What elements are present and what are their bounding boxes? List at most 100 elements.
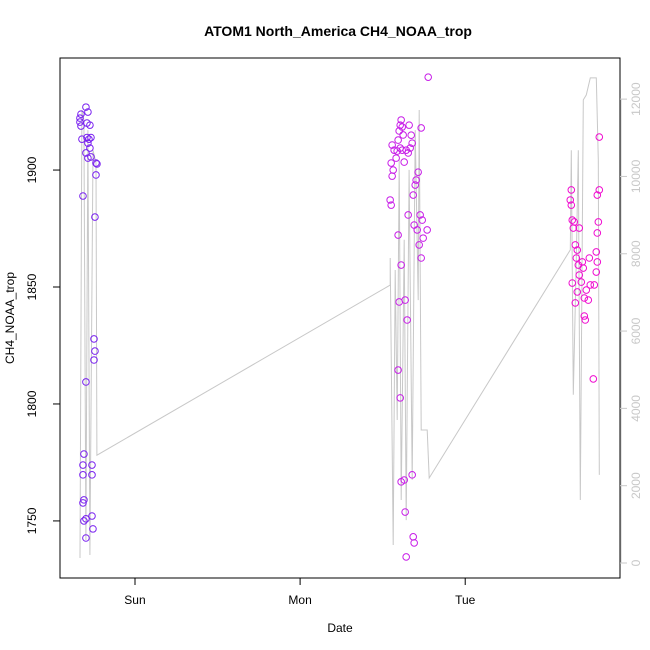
point bbox=[87, 133, 95, 142]
point bbox=[85, 135, 93, 143]
point bbox=[82, 534, 90, 542]
point bbox=[577, 278, 586, 286]
point bbox=[423, 226, 431, 234]
y-tick-label: 1900 bbox=[25, 156, 39, 183]
point bbox=[387, 201, 395, 209]
point bbox=[418, 216, 427, 224]
point bbox=[595, 133, 604, 141]
point bbox=[91, 347, 99, 355]
y-axis-label: CH4_NOAA_trop bbox=[3, 272, 17, 364]
point bbox=[417, 124, 425, 132]
point bbox=[402, 553, 410, 561]
point bbox=[389, 166, 397, 174]
point bbox=[569, 224, 578, 232]
y2-tick-label: 4000 bbox=[629, 395, 643, 422]
y2-tick-label: 10000 bbox=[629, 159, 643, 193]
point bbox=[76, 118, 84, 126]
point bbox=[398, 146, 406, 154]
point bbox=[410, 539, 418, 547]
y2-tick-label: 6000 bbox=[629, 317, 643, 344]
point bbox=[413, 226, 421, 234]
point bbox=[396, 394, 404, 402]
point bbox=[394, 136, 402, 144]
point bbox=[568, 279, 577, 287]
point bbox=[567, 201, 576, 209]
point bbox=[404, 211, 412, 219]
point bbox=[415, 241, 423, 249]
point bbox=[403, 316, 411, 324]
point bbox=[82, 103, 90, 111]
point bbox=[411, 181, 419, 189]
point bbox=[408, 139, 416, 147]
point bbox=[571, 299, 580, 307]
point bbox=[90, 335, 98, 343]
point bbox=[575, 224, 584, 232]
point bbox=[89, 525, 97, 533]
point bbox=[394, 231, 402, 239]
point bbox=[82, 515, 90, 523]
point bbox=[409, 191, 417, 199]
point bbox=[80, 517, 88, 525]
y2-tick-label: 12000 bbox=[629, 82, 643, 116]
point bbox=[593, 229, 602, 237]
point bbox=[92, 171, 100, 179]
point bbox=[90, 356, 98, 364]
point bbox=[84, 108, 92, 116]
point bbox=[79, 192, 87, 200]
x-tick-label: Sun bbox=[124, 593, 145, 607]
point bbox=[417, 254, 425, 262]
point bbox=[88, 512, 96, 520]
point bbox=[86, 144, 94, 152]
point bbox=[407, 131, 416, 139]
point bbox=[573, 246, 582, 254]
point bbox=[567, 186, 576, 194]
point bbox=[571, 241, 580, 249]
point bbox=[82, 378, 90, 386]
point bbox=[392, 154, 400, 162]
point bbox=[79, 471, 87, 479]
point bbox=[416, 211, 424, 219]
point bbox=[93, 160, 101, 168]
point bbox=[568, 216, 577, 224]
point bbox=[406, 144, 414, 152]
point bbox=[88, 461, 96, 469]
point bbox=[419, 234, 427, 242]
point bbox=[77, 110, 85, 118]
plot-frame bbox=[59, 57, 621, 579]
point bbox=[581, 316, 590, 324]
point bbox=[586, 281, 595, 289]
y2-tick-label: 0 bbox=[629, 559, 643, 566]
point bbox=[394, 366, 402, 374]
point bbox=[593, 258, 602, 266]
x-tick-label: Mon bbox=[288, 593, 311, 607]
point bbox=[397, 116, 405, 124]
point bbox=[589, 375, 598, 383]
point bbox=[397, 478, 405, 486]
point bbox=[88, 471, 96, 479]
point bbox=[80, 450, 88, 458]
point bbox=[388, 172, 396, 180]
y2-tick-label: 8000 bbox=[629, 240, 643, 267]
point bbox=[404, 149, 412, 157]
point bbox=[584, 296, 593, 304]
point bbox=[409, 533, 417, 541]
altitude-line bbox=[79, 77, 600, 559]
point bbox=[572, 254, 581, 262]
y-tick-label: 1750 bbox=[25, 507, 39, 534]
point bbox=[580, 312, 589, 320]
point bbox=[387, 159, 395, 167]
y-tick-label: 1800 bbox=[25, 390, 39, 417]
point bbox=[76, 114, 84, 122]
point bbox=[595, 186, 604, 194]
point bbox=[412, 176, 420, 184]
point bbox=[388, 141, 396, 149]
point bbox=[400, 158, 408, 166]
point bbox=[395, 298, 403, 306]
point bbox=[86, 121, 94, 129]
point bbox=[399, 131, 407, 139]
point bbox=[92, 159, 100, 167]
chart-title: ATOM1 North_America CH4_NOAA_trop bbox=[204, 23, 472, 39]
y2-tick-label: 2000 bbox=[629, 472, 643, 499]
